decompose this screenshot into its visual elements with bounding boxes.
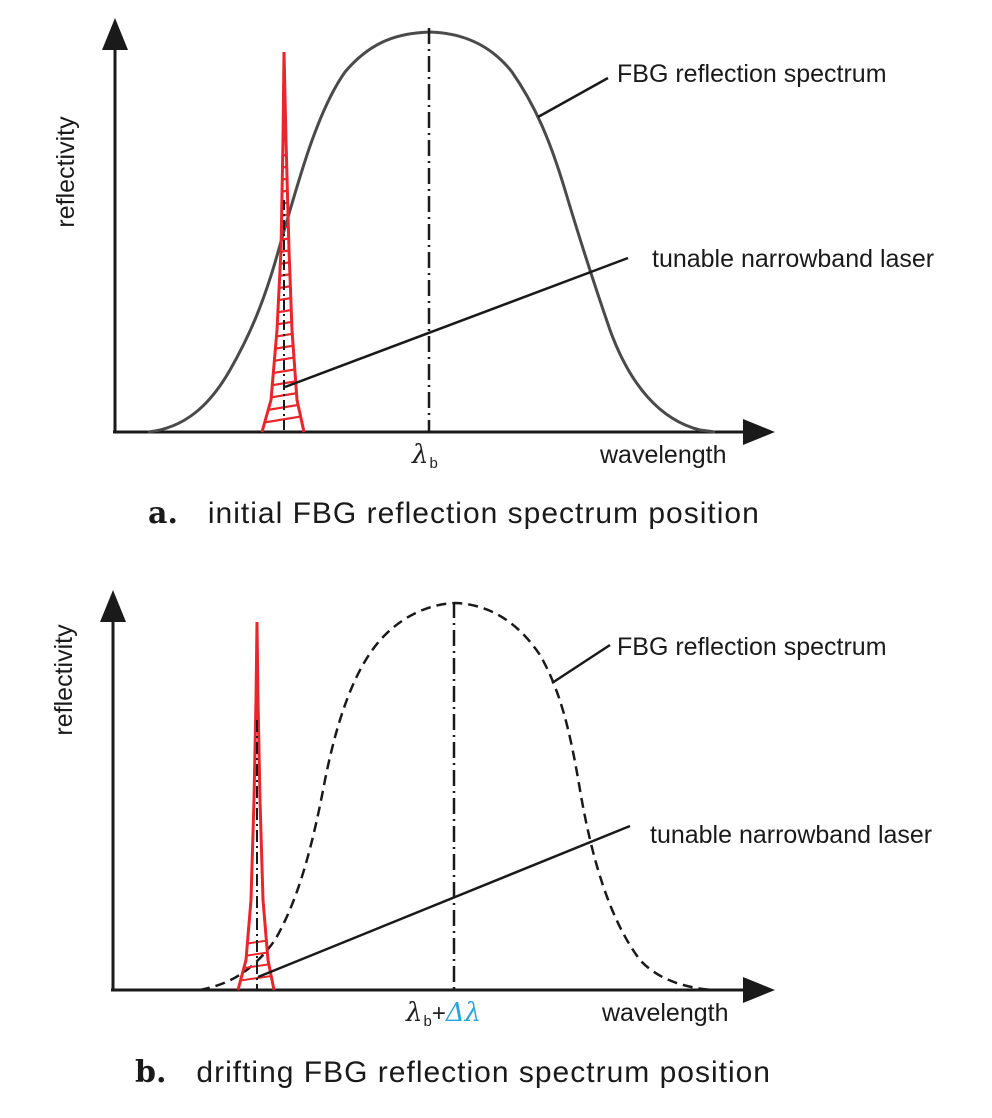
fbg-curve-label: FBG reflection spectrum (617, 60, 887, 88)
panel-b: reflectivity wavelength FBG reflection s… (50, 590, 932, 1090)
laser-peak (260, 51, 306, 433)
fbg-label-leader (551, 643, 611, 685)
caption-b: b. drifting FBG reflection spectrum posit… (135, 1055, 771, 1090)
laser-label: tunable narrowband laser (652, 245, 934, 273)
caption-a: a. initial FBG reflection spectrum positi… (148, 496, 760, 531)
fbg-label-leader (537, 76, 609, 119)
y-axis-label: reflectivity (52, 116, 80, 228)
fbg-curve-label: FBG reflection spectrum (617, 633, 887, 661)
laser-label-leader (257, 824, 631, 979)
center-wavelength-label: λb (411, 440, 438, 472)
fbg-reflection-curve-drifted (199, 601, 713, 992)
x-axis-label: wavelength (599, 441, 726, 469)
x-axis-arrow-icon (743, 419, 775, 445)
panel-a: reflectivity wavelength (52, 18, 934, 531)
laser-label-leader (284, 256, 629, 389)
x-axis-label: wavelength (601, 999, 728, 1027)
laser-label: tunable narrowband laser (650, 821, 932, 849)
y-axis-label: reflectivity (50, 624, 78, 736)
y-axis-arrow-icon (102, 18, 128, 50)
x-axis-arrow-icon (743, 977, 775, 1003)
fbg-reflection-curve (147, 30, 716, 434)
center-wavelength-label: λb+Δλ (405, 998, 481, 1030)
y-axis-arrow-icon (100, 590, 126, 622)
